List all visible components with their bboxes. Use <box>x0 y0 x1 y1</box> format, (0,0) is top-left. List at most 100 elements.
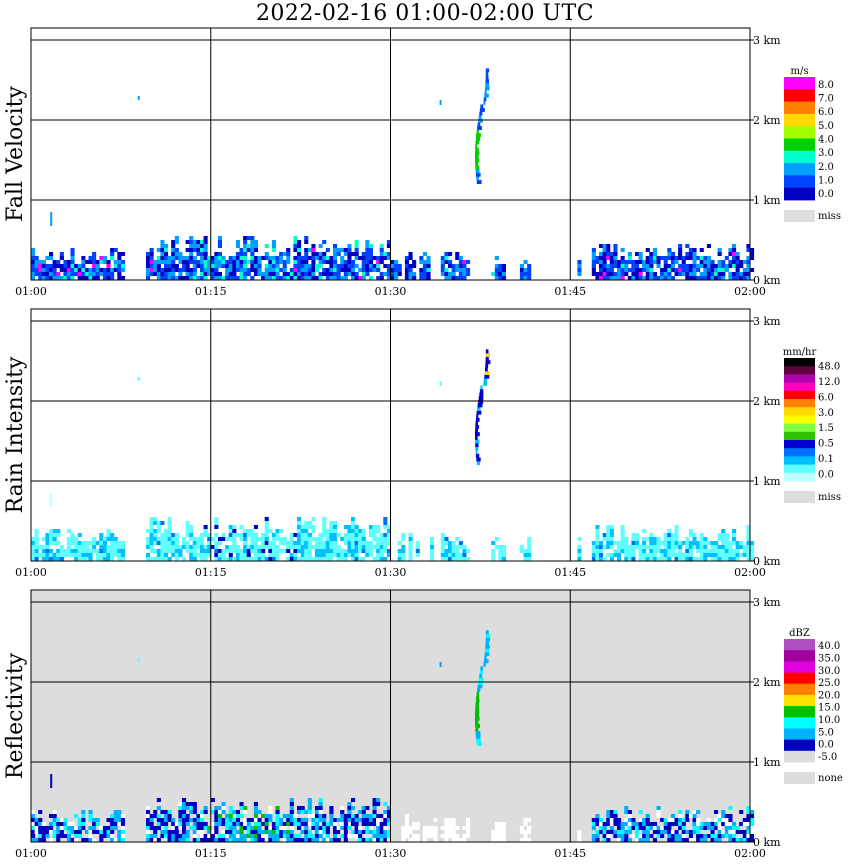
echo-cell <box>196 822 201 826</box>
echo-cell <box>422 264 427 268</box>
echo-layer <box>31 68 755 280</box>
echo-cell <box>451 268 456 272</box>
echo-cell <box>451 834 456 838</box>
echo-cell <box>351 264 356 268</box>
echo-cell <box>307 545 312 549</box>
echo-cell <box>81 549 86 553</box>
echo-cell <box>696 256 701 260</box>
echo-cell <box>275 553 280 557</box>
echo-cell <box>746 549 751 553</box>
echo-cell <box>182 798 187 802</box>
echo-cell <box>214 814 219 818</box>
echo-cell <box>117 545 122 549</box>
echo-cell <box>523 830 528 834</box>
echo-cell <box>164 553 169 557</box>
echo-cell <box>300 822 305 826</box>
echo-cell <box>401 537 406 541</box>
echo-cell <box>239 830 244 834</box>
echo-cell <box>110 248 115 252</box>
echo-cell <box>706 541 711 545</box>
echo-cell <box>239 814 244 818</box>
echo-cell <box>645 838 650 842</box>
echo-cell <box>153 549 158 553</box>
echo-cell <box>49 256 54 260</box>
echo-cell <box>732 276 737 280</box>
echo-cell <box>742 260 747 264</box>
echo-cell <box>210 830 215 834</box>
echo-cell <box>462 268 467 272</box>
echo-cell <box>595 541 600 545</box>
echo-cell <box>404 256 409 260</box>
echo-cell <box>250 818 255 822</box>
echo-cell <box>365 806 370 810</box>
echo-cell <box>243 533 248 537</box>
echo-cell <box>174 838 179 842</box>
echo-cell <box>477 407 481 411</box>
echo-cell <box>376 822 381 826</box>
echo-cell <box>717 826 722 830</box>
echo-cell <box>501 276 506 280</box>
echo-cell <box>178 553 183 557</box>
echo-cell <box>340 806 345 810</box>
echo-cell <box>523 549 528 553</box>
echo-cell <box>113 545 118 549</box>
echo-cell <box>638 553 643 557</box>
echo-cell <box>174 537 179 541</box>
echo-cell <box>207 549 212 553</box>
echo-cell <box>66 838 71 842</box>
echo-cell <box>77 830 82 834</box>
echo-cell <box>120 814 125 818</box>
echo-cell <box>250 256 255 260</box>
echo-cell <box>620 260 625 264</box>
echo-cell <box>232 268 237 272</box>
echo-cell <box>627 557 632 561</box>
echo-cell <box>498 272 503 276</box>
echo-cell <box>268 541 273 545</box>
echo-cell <box>476 176 479 181</box>
echo-cell <box>663 537 668 541</box>
echo-cell <box>214 252 219 256</box>
echo-cell <box>595 276 600 280</box>
echo-cell <box>182 264 187 268</box>
echo-cell <box>300 806 305 810</box>
echo-cell <box>599 264 604 268</box>
echo-cell <box>178 834 183 838</box>
echo-cell <box>261 537 266 541</box>
echo-cell <box>207 537 212 541</box>
echo-cell <box>52 553 57 557</box>
echo-cell <box>746 264 751 268</box>
echo-cell <box>699 272 704 276</box>
echo-cell <box>685 268 690 272</box>
echo-cell <box>660 830 665 834</box>
echo-cell <box>102 256 107 260</box>
echo-cell <box>476 695 479 700</box>
echo-cell <box>70 822 75 826</box>
echo-cell <box>336 252 341 256</box>
echo-cell <box>49 252 54 256</box>
echo-cell <box>706 268 711 272</box>
echo-cell <box>92 268 97 272</box>
echo-cell <box>458 272 463 276</box>
echo-cell <box>484 371 490 375</box>
echo-cell <box>38 264 43 268</box>
echo-cell <box>688 553 693 557</box>
y-tick-label: 3 km <box>753 596 781 609</box>
y-tick-label: 3 km <box>753 34 781 47</box>
echo-cell <box>351 818 356 822</box>
echo-cell <box>264 814 269 818</box>
echo-cell <box>164 533 169 537</box>
echo-cell <box>293 240 298 244</box>
echo-cell <box>670 537 675 541</box>
echo-cell <box>63 549 68 553</box>
echo-cell <box>200 244 205 248</box>
echo-cell <box>329 272 334 276</box>
echo-cell <box>289 838 294 842</box>
echo-cell <box>200 545 205 549</box>
echo-cell <box>34 264 39 268</box>
echo-cell <box>318 818 323 822</box>
echo-cell <box>325 541 330 545</box>
echo-cell <box>494 830 499 834</box>
echo-cell <box>433 830 438 834</box>
echo-cell <box>440 834 445 838</box>
echo-cell <box>49 268 54 272</box>
